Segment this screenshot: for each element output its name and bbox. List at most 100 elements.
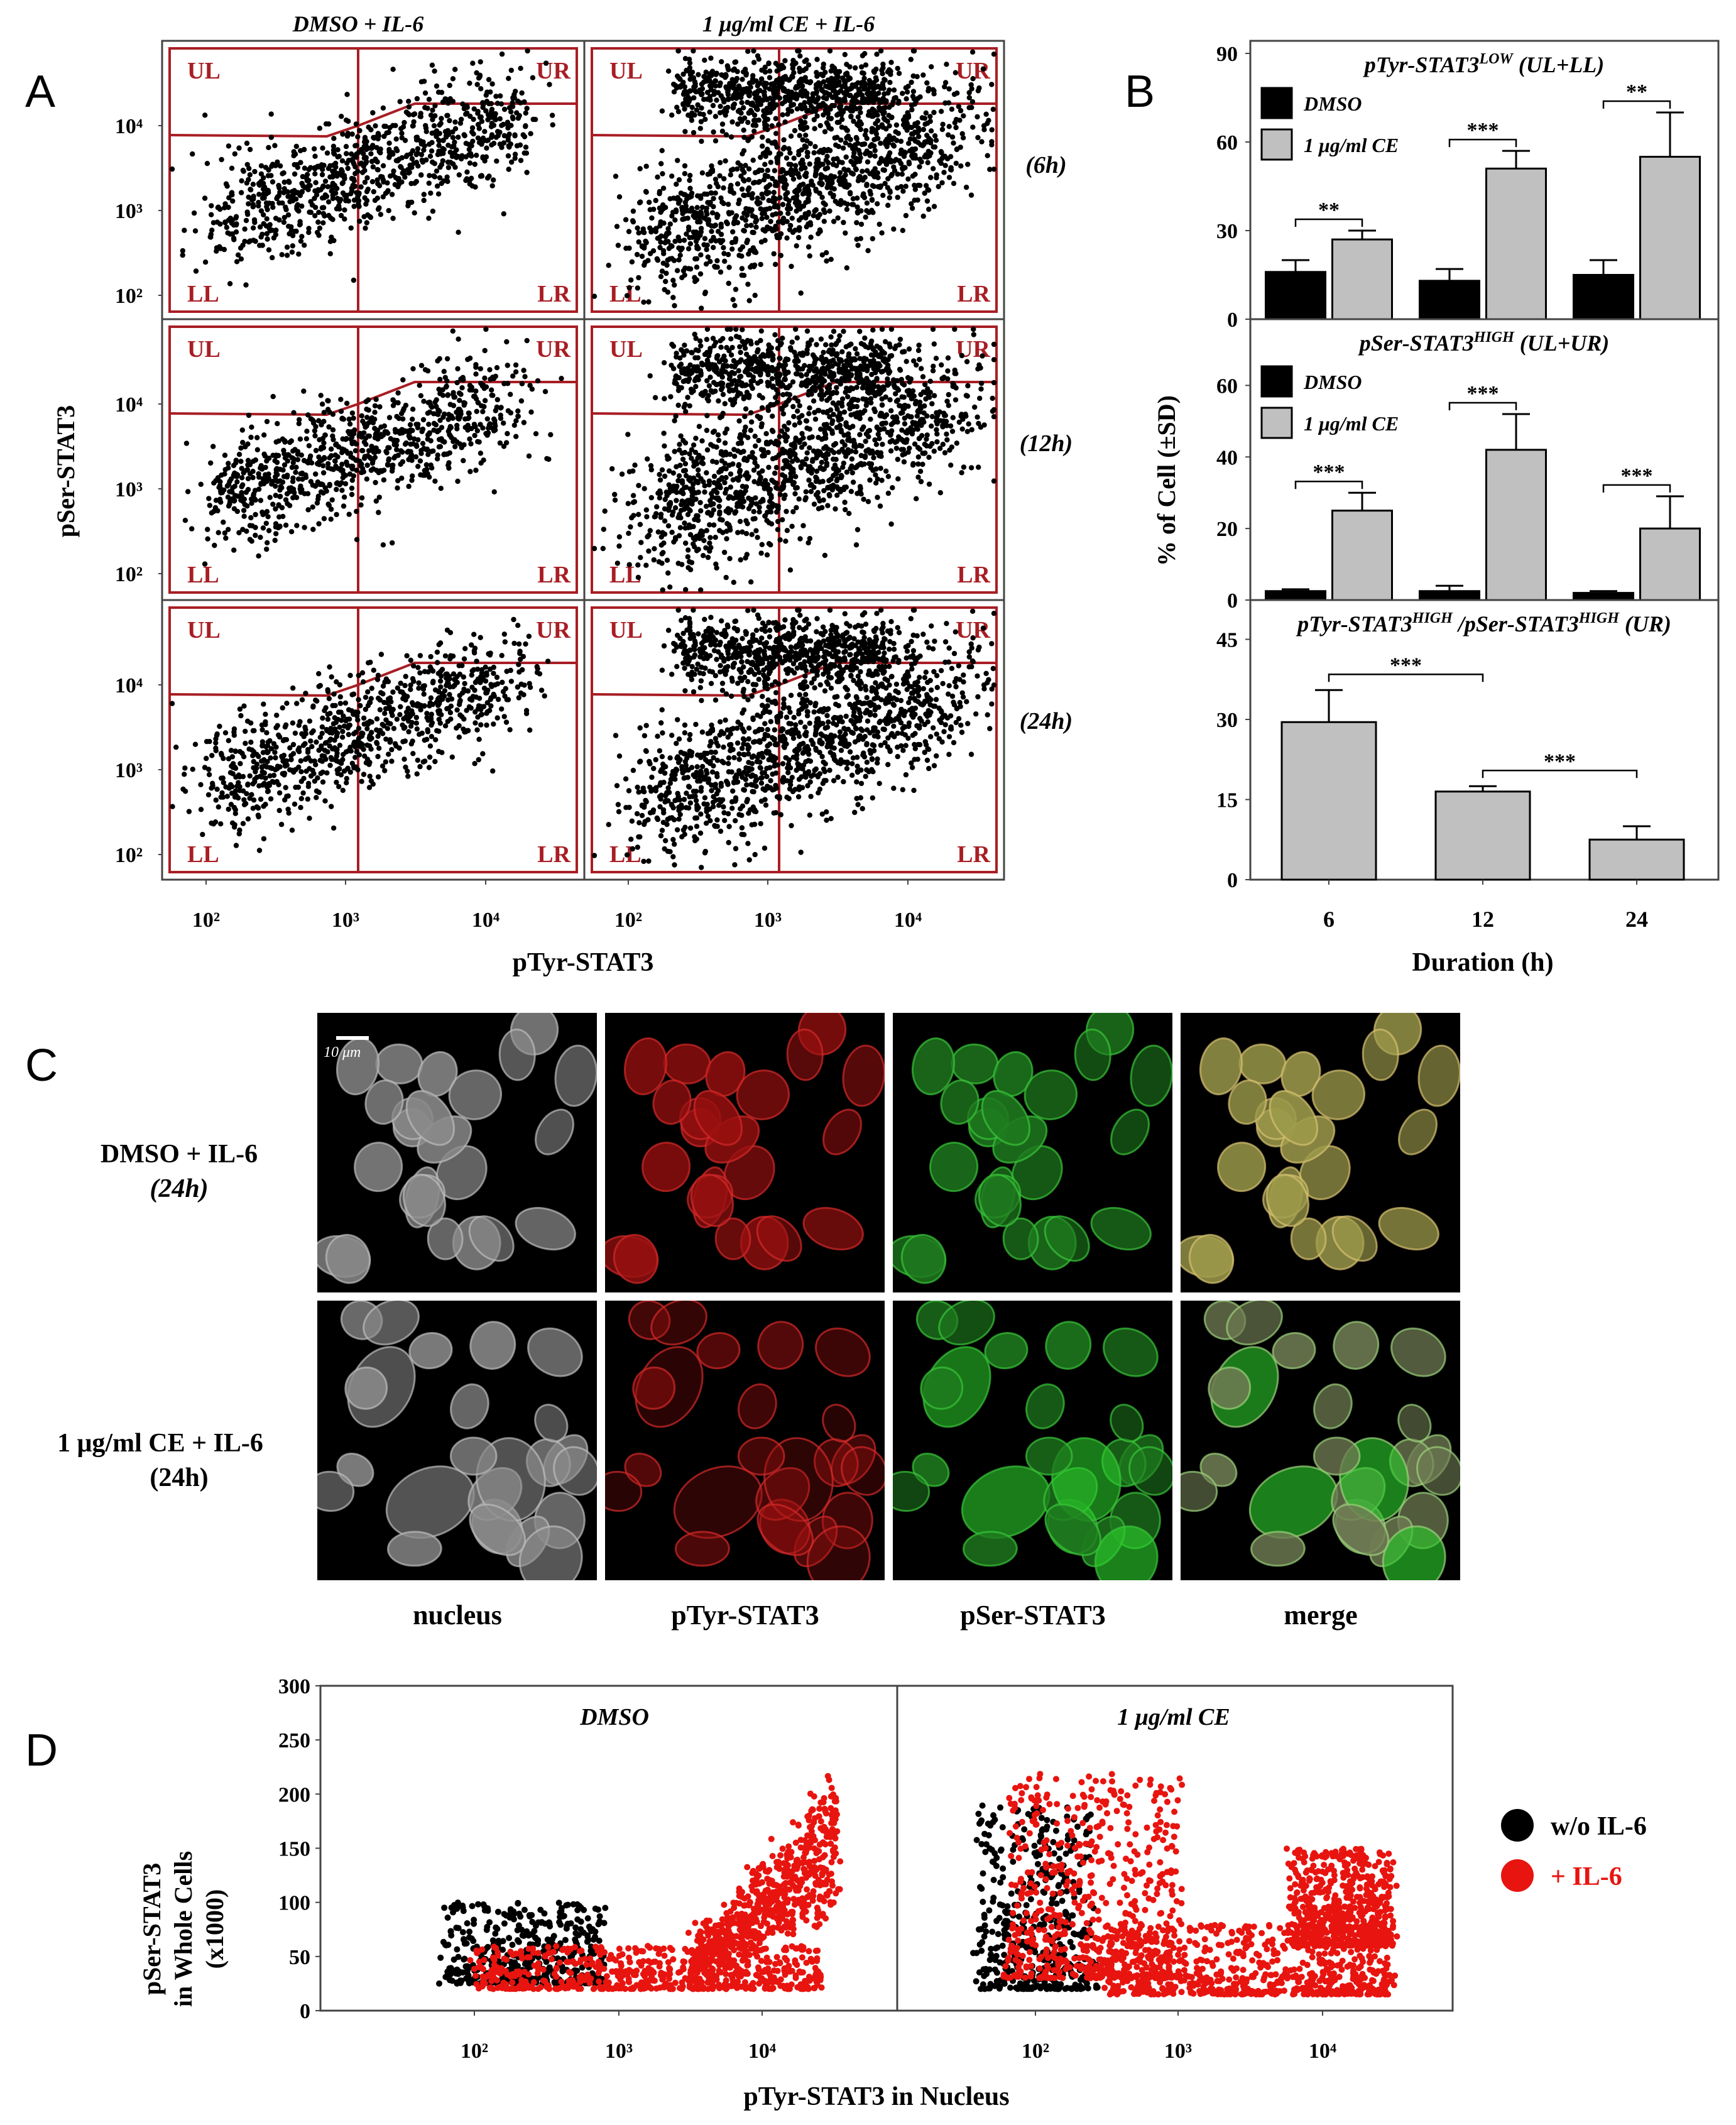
panel-a-dot bbox=[235, 252, 241, 258]
panel-a-dot bbox=[667, 221, 674, 227]
panel-a-dot bbox=[348, 429, 354, 435]
panel-a-dot bbox=[773, 131, 779, 136]
panel-a-dot bbox=[843, 140, 849, 146]
panel-a-dot bbox=[783, 457, 789, 464]
panel-a-dot bbox=[859, 64, 865, 70]
panel-a-dot bbox=[425, 106, 430, 111]
panel-a-dot bbox=[888, 68, 893, 74]
panel-a-dot bbox=[287, 489, 292, 494]
panel-a-quadrant-label: LR bbox=[957, 281, 990, 307]
panel-a-dot bbox=[733, 213, 740, 219]
panel-a-dot bbox=[401, 119, 407, 126]
panel-a-dot bbox=[245, 486, 251, 493]
panel-a-dot bbox=[885, 490, 892, 496]
panel-a-dot bbox=[757, 200, 763, 206]
panel-a-dot bbox=[723, 574, 729, 581]
panel-a-dot bbox=[283, 522, 289, 528]
panel-a-dot bbox=[682, 461, 689, 467]
panel-a-dot bbox=[273, 506, 278, 512]
panel-a-dot bbox=[911, 136, 917, 142]
panel-a-dot bbox=[711, 89, 718, 94]
panel-a-dot bbox=[751, 248, 758, 253]
panel-a-dot bbox=[755, 168, 761, 175]
panel-a-dot bbox=[726, 202, 731, 207]
panel-a-dot bbox=[927, 395, 932, 400]
panel-a-dot bbox=[726, 280, 731, 287]
panel-a-dot bbox=[234, 259, 240, 265]
panel-a-dot bbox=[623, 217, 629, 222]
panel-a-dot bbox=[824, 165, 831, 171]
panel-a-dot bbox=[819, 194, 825, 200]
panel-a-dot bbox=[250, 469, 256, 474]
panel-a-dot bbox=[660, 185, 667, 191]
panel-a-dot bbox=[843, 154, 849, 160]
panel-a-dot bbox=[478, 138, 483, 143]
panel-a-dot bbox=[334, 173, 340, 179]
panel-a-dot bbox=[491, 177, 496, 183]
panel-a-dot bbox=[521, 368, 527, 373]
panel-a-dot bbox=[951, 180, 957, 187]
panel-a-dot bbox=[395, 400, 401, 406]
panel-a-dot bbox=[406, 99, 412, 104]
panel-a-dot bbox=[493, 117, 498, 123]
panel-a-dot bbox=[412, 210, 417, 216]
panel-a-dot bbox=[881, 105, 887, 111]
panel-a-dot bbox=[381, 477, 387, 483]
panel-a-dot bbox=[905, 113, 911, 119]
panel-a-dot bbox=[662, 240, 668, 246]
panel-a-dot bbox=[414, 96, 420, 102]
panel-a-dot bbox=[284, 244, 290, 250]
panel-a-dot bbox=[949, 106, 955, 112]
panel-a-dot bbox=[985, 153, 990, 158]
panel-a-dot bbox=[805, 187, 812, 193]
panel-a-dot bbox=[888, 521, 894, 527]
panel-a-dot bbox=[699, 81, 705, 87]
panel-a-dot bbox=[670, 295, 676, 300]
panel-a-dot bbox=[698, 508, 704, 514]
panel-a-dot bbox=[755, 195, 761, 201]
panel-a-dot bbox=[930, 326, 936, 332]
panel-a-dot bbox=[711, 343, 717, 349]
panel-a-dot bbox=[466, 152, 472, 158]
panel-a-dot bbox=[293, 464, 299, 470]
panel-a-dot bbox=[963, 393, 969, 398]
panel-a-dot bbox=[990, 395, 995, 402]
panel-a-dot bbox=[853, 65, 858, 71]
panel-a-dot bbox=[313, 423, 319, 430]
panel-a-dot bbox=[517, 142, 523, 148]
panel-a-dot bbox=[341, 447, 347, 452]
panel-a-dot bbox=[789, 263, 794, 270]
panel-a-dot bbox=[327, 409, 332, 415]
panel-a-dot bbox=[646, 548, 652, 554]
panel-a-dot bbox=[771, 197, 777, 202]
panel-a-dot bbox=[832, 135, 838, 141]
panel-a-dot bbox=[747, 89, 753, 95]
panel-a-dot bbox=[857, 151, 863, 156]
panel-a-dot bbox=[824, 185, 830, 190]
panel-a-dot bbox=[911, 48, 917, 54]
panel-a-dot bbox=[369, 460, 376, 466]
panel-a-dot bbox=[871, 137, 877, 143]
panel-a-dot bbox=[663, 205, 669, 210]
panel-a-dot bbox=[474, 82, 480, 87]
panel-a-dot bbox=[788, 90, 794, 96]
panel-a-dot bbox=[390, 216, 396, 221]
panel-a-dot bbox=[334, 486, 339, 493]
panel-a-dot bbox=[202, 259, 209, 265]
panel-a-dot bbox=[437, 175, 443, 181]
panel-a-dot bbox=[487, 367, 493, 373]
panel-a-dot bbox=[699, 105, 704, 111]
panel-a-dot bbox=[803, 66, 809, 72]
panel-a-dot bbox=[474, 153, 479, 158]
panel-a-dot bbox=[716, 398, 721, 404]
panel-a-dot bbox=[234, 508, 240, 515]
panel-a-dot bbox=[739, 266, 745, 271]
panel-a-dot bbox=[730, 229, 736, 235]
panel-a-dot bbox=[501, 444, 507, 449]
panel-a-dot bbox=[663, 278, 669, 285]
panel-a-dot bbox=[929, 64, 934, 70]
panel-a-dot bbox=[473, 364, 479, 370]
panel-a-dot bbox=[265, 236, 270, 242]
panel-a-dot bbox=[765, 168, 771, 173]
panel-a-dot bbox=[489, 81, 495, 87]
